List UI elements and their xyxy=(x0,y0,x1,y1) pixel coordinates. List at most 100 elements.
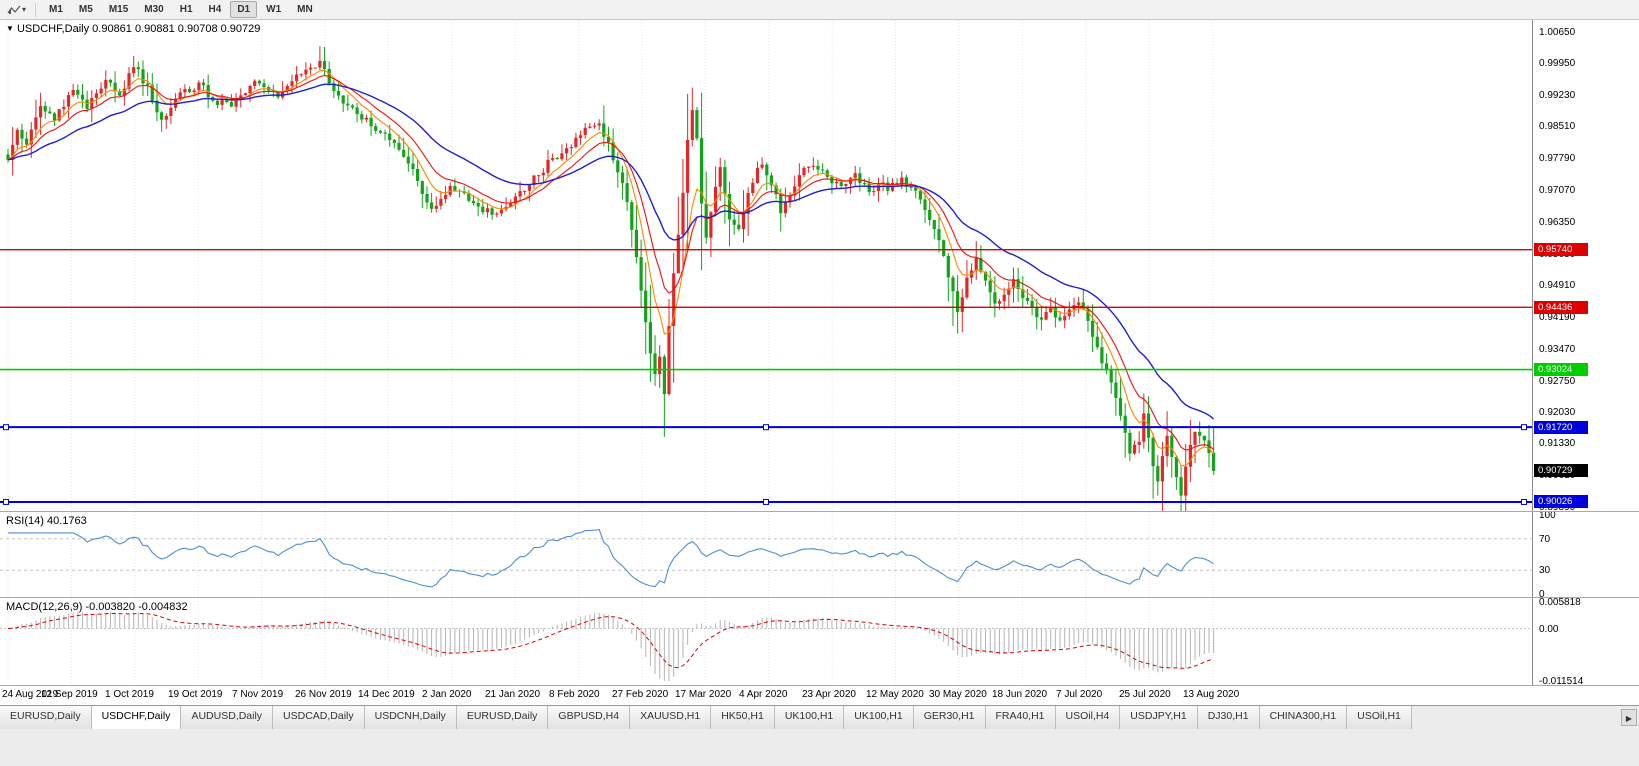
price-axis-label: 0.99950 xyxy=(1539,58,1576,69)
macd-histogram xyxy=(7,612,1215,681)
time-axis-label: 12 Sep 2019 xyxy=(41,689,98,700)
price-axis-label: 1.00650 xyxy=(1539,27,1576,38)
time-axis-label: 17 Mar 2020 xyxy=(675,689,732,700)
dropdown-caret-icon: ▾ xyxy=(22,5,27,14)
chart-tab-CHINA300-H1[interactable]: CHINA300,H1 xyxy=(1259,706,1348,729)
time-axis-label: 2 Jan 2020 xyxy=(422,689,472,700)
chart-tab-UK100-H1[interactable]: UK100,H1 xyxy=(844,706,914,729)
price-axis-label: 0.97790 xyxy=(1539,153,1576,164)
price-level-tag-0.95740[interactable]: 0.95740 xyxy=(1534,243,1588,256)
rsi-axis-label: 70 xyxy=(1539,534,1551,545)
chart-tab-GBPUSD-H4[interactable]: GBPUSD,H4 xyxy=(548,706,631,729)
price-axis-label: 0.94190 xyxy=(1539,312,1576,323)
chart-tab-XAUUSD-H1[interactable]: XAUUSD,H1 xyxy=(630,706,712,729)
tab-scroll-right-button[interactable]: ▶ xyxy=(1621,709,1637,726)
price-axis-label: 0.91330 xyxy=(1539,438,1576,449)
chart-title-text: USDCHF,Daily 0.90861 0.90881 0.90708 0.9… xyxy=(16,23,261,35)
timeframe-button-M1[interactable]: M1 xyxy=(49,4,63,15)
time-axis-label: 25 Jul 2020 xyxy=(1119,689,1171,700)
price-level-tag-0.91720[interactable]: 0.91720 xyxy=(1534,421,1588,434)
timeframe-button-MN[interactable]: MN xyxy=(297,4,313,15)
price-axis-label: 0.94910 xyxy=(1539,280,1576,291)
time-axis-label: 18 Jun 2020 xyxy=(992,689,1048,700)
current-price-tag: 0.90729 xyxy=(1534,464,1588,477)
price-axis[interactable]: 1.00650 0.99950 0.99230 0.98510 0.97790 0.970… xyxy=(1532,20,1639,687)
macd-axis-label: 0.005818 xyxy=(1539,597,1581,608)
price-level-tag-0.93024[interactable]: 0.93024 xyxy=(1534,363,1588,376)
rsi-label: RSI(14) 40.1763 xyxy=(6,515,87,527)
price-level-tag-0.94436[interactable]: 0.94436 xyxy=(1534,301,1588,314)
timeframe-button-M15[interactable]: M15 xyxy=(108,4,129,15)
chart-tab-AUDUSD-Daily[interactable]: AUDUSD,Daily xyxy=(181,706,274,729)
price-axis-label: 0.96350 xyxy=(1539,217,1576,228)
chart-tab-USDCHF-Daily[interactable]: USDCHF,Daily xyxy=(91,706,182,729)
chart-tab-UK100-H1[interactable]: UK100,H1 xyxy=(774,706,845,729)
level-handle[interactable] xyxy=(3,424,9,431)
price-level-tag-0.90026[interactable]: 0.90026 xyxy=(1534,495,1588,508)
level-handle[interactable] xyxy=(1521,498,1527,505)
time-axis[interactable]: 24 Aug 2019 12 Sep 2019 1 Oct 2019 19 Oct 2… xyxy=(0,686,1639,705)
price-axis-label: 0.93470 xyxy=(1539,344,1576,355)
timeframe-button-W1[interactable]: W1 xyxy=(266,4,282,15)
main-chart-panel[interactable]: ▼ USDCHF,Daily 0.90861 0.90881 0.90708 0… xyxy=(0,20,1532,511)
timeframe-toolbar: ▾ M1 M5 M15 M30 H1 H4 D1 W1 MN xyxy=(0,0,1639,20)
timeframe-button-D1[interactable]: D1 xyxy=(230,1,258,18)
timeframe-buttons: M1 M5 M15 M30 H1 H4 D1 W1 MN xyxy=(42,1,320,18)
toolbar-separator xyxy=(35,2,37,17)
rsi-gridlines xyxy=(7,512,1214,597)
time-axis-label: 14 Dec 2019 xyxy=(358,689,415,700)
macd-axis-label: 0.00 xyxy=(1539,624,1559,635)
time-axis-label: 24 Aug 2019 xyxy=(2,689,59,700)
price-axis-label: 0.92750 xyxy=(1539,376,1576,387)
chart-tab-USDCNH-Daily[interactable]: USDCNH,Daily xyxy=(364,706,457,729)
chart-tab-FRA40-H1[interactable]: FRA40,H1 xyxy=(985,706,1056,729)
macd-label: MACD(12,26,9) -0.003820 -0.004832 xyxy=(6,601,188,613)
rsi-axis-label: 100 xyxy=(1539,510,1556,521)
timeframe-button-M5[interactable]: M5 xyxy=(78,4,93,15)
macd-gridlines xyxy=(7,598,1214,685)
moving-average-13 xyxy=(7,74,1214,451)
moving-average-30 xyxy=(7,83,1215,420)
chart-tab-USOil-H1[interactable]: USOil,H1 xyxy=(1347,706,1412,729)
timeframe-button-M30[interactable]: M30 xyxy=(144,4,164,15)
price-axis-label: 0.99230 xyxy=(1539,90,1576,101)
chart-title-dropdown-icon[interactable]: ▼ xyxy=(6,24,14,33)
chart-title: ▼ USDCHF,Daily 0.90861 0.90881 0.90708 0… xyxy=(6,23,260,35)
main-gridlines xyxy=(7,20,1214,511)
level-handle[interactable] xyxy=(763,498,769,505)
chart-tab-USDCAD-Daily[interactable]: USDCAD,Daily xyxy=(273,706,365,729)
time-axis-label: 21 Jan 2020 xyxy=(485,689,541,700)
time-axis-label: 26 Nov 2019 xyxy=(295,689,352,700)
chart-tab-bar: EURUSD,Daily USDCHF,Daily AUDUSD,Daily USDC… xyxy=(0,705,1639,766)
timeframe-button-H4[interactable]: H4 xyxy=(208,4,222,15)
chart-tab-GER30-H1[interactable]: GER30,H1 xyxy=(913,706,986,729)
chart-tab-EURUSD-Daily[interactable]: EURUSD,Daily xyxy=(456,706,549,729)
time-axis-label: 4 Apr 2020 xyxy=(739,689,788,700)
panel-divider[interactable] xyxy=(0,511,1639,512)
level-handle[interactable] xyxy=(763,424,769,431)
panel-divider xyxy=(0,685,1639,686)
candlestick-series xyxy=(6,46,1216,511)
panel-divider[interactable] xyxy=(0,597,1639,598)
chart-tab-USDJPY-H1[interactable]: USDJPY,H1 xyxy=(1120,706,1198,729)
macd-panel[interactable]: MACD(12,26,9) -0.003820 -0.004832 xyxy=(0,598,1532,685)
time-axis-label: 7 Jul 2020 xyxy=(1056,689,1103,700)
candlestick-chart-icon xyxy=(7,5,21,14)
timeframe-button-H1[interactable]: H1 xyxy=(179,4,193,15)
chart-tools-dropdown[interactable]: ▾ xyxy=(4,3,29,17)
chart-tabs: EURUSD,Daily USDCHF,Daily AUDUSD,Daily USDC… xyxy=(0,706,1618,729)
level-handle[interactable] xyxy=(1521,424,1527,431)
time-axis-label: 19 Oct 2019 xyxy=(168,689,223,700)
chart-tab-EURUSD-Daily[interactable]: EURUSD,Daily xyxy=(0,706,92,729)
level-handle[interactable] xyxy=(3,498,9,505)
rsi-panel[interactable]: RSI(14) 40.1763 xyxy=(0,512,1532,597)
chart-tab-USOil-H4[interactable]: USOil,H4 xyxy=(1055,706,1121,729)
macd-signal-line xyxy=(7,612,1214,669)
time-axis-label: 30 May 2020 xyxy=(929,689,987,700)
chart-tab-HK50-H1[interactable]: HK50,H1 xyxy=(711,706,775,729)
price-axis-label: 0.97070 xyxy=(1539,185,1576,196)
chart-tab-DJ30-H1[interactable]: DJ30,H1 xyxy=(1197,706,1260,729)
rsi-axis-label: 0 xyxy=(1539,589,1545,600)
time-axis-label: 12 May 2020 xyxy=(866,689,924,700)
rsi-axis-label: 30 xyxy=(1539,565,1551,576)
